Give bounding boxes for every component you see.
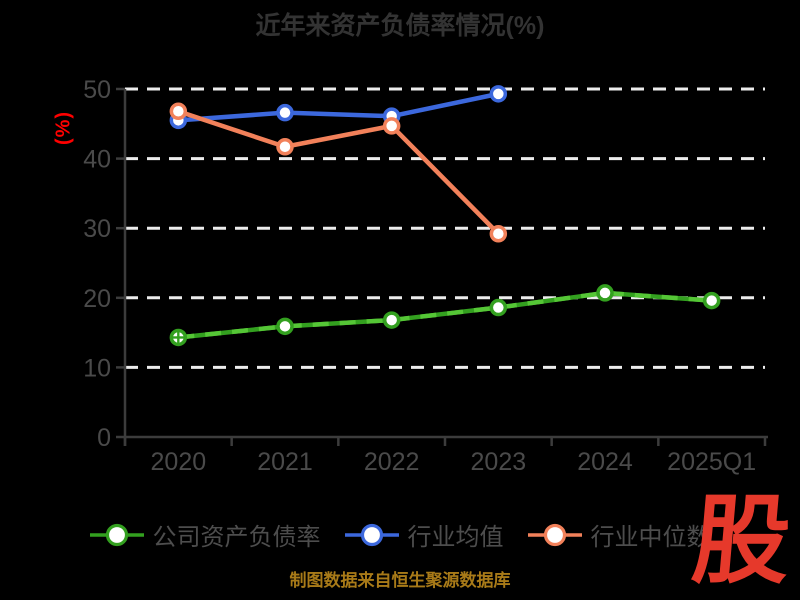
series-line-2 xyxy=(176,109,501,237)
data-point-1-3[interactable] xyxy=(489,85,508,103)
y-tick-label: 0 xyxy=(97,424,111,452)
chart-title: 近年来资产负债率情况(%) xyxy=(255,12,545,40)
data-point-0-5[interactable] xyxy=(702,291,721,310)
data-point-0-1[interactable] xyxy=(276,317,294,336)
legend-item-label: 公司资产负债率 xyxy=(152,524,321,551)
legend-item-0[interactable]: 公司资产负债率 xyxy=(89,517,321,552)
series-line-overlay-0 xyxy=(178,290,712,340)
x-tick-label: 2023 xyxy=(471,448,527,476)
y-tick-label: 10 xyxy=(83,354,111,382)
y-tick-label: 30 xyxy=(83,215,111,243)
x-tick-label: 2020 xyxy=(151,448,207,476)
data-point-1-1[interactable] xyxy=(276,103,294,122)
brand-logo: 股 xyxy=(688,486,795,595)
data-source-credit: 制图数据来自恒生聚源数据库 xyxy=(289,571,511,590)
data-point-2-3[interactable] xyxy=(489,225,508,243)
data-point-2-1[interactable] xyxy=(276,138,294,156)
data-point-0-4[interactable] xyxy=(596,284,614,302)
data-point-2-0[interactable] xyxy=(169,102,188,121)
y-tick-label: 50 xyxy=(83,76,111,104)
legend-item-1[interactable]: 行业均值 xyxy=(344,517,504,552)
x-tick-label: 2022 xyxy=(364,448,420,476)
data-point-0-2[interactable] xyxy=(382,311,401,329)
data-point-0-3[interactable] xyxy=(489,298,508,317)
x-tick-label: 2025Q1 xyxy=(667,448,756,476)
legend-marker-icon xyxy=(527,523,582,546)
series-line-1 xyxy=(176,91,501,123)
x-tick-label: 2024 xyxy=(577,448,633,476)
y-tick-label: 20 xyxy=(83,285,111,313)
data-point-2-2[interactable] xyxy=(382,117,401,135)
series-line-0 xyxy=(176,290,714,340)
legend-marker-icon xyxy=(89,523,144,546)
y-axis-label: (%) xyxy=(52,110,75,146)
x-tick-label: 2021 xyxy=(257,448,313,476)
legend-item-label: 行业中位数 xyxy=(590,524,711,551)
legend: 公司资产负债率 行业均值 行业中位数 xyxy=(0,517,800,552)
y-tick-label: 40 xyxy=(83,146,111,174)
legend-item-label: 行业均值 xyxy=(407,524,504,551)
legend-item-2[interactable]: 行业中位数 xyxy=(527,517,711,552)
legend-marker-icon xyxy=(344,523,399,546)
